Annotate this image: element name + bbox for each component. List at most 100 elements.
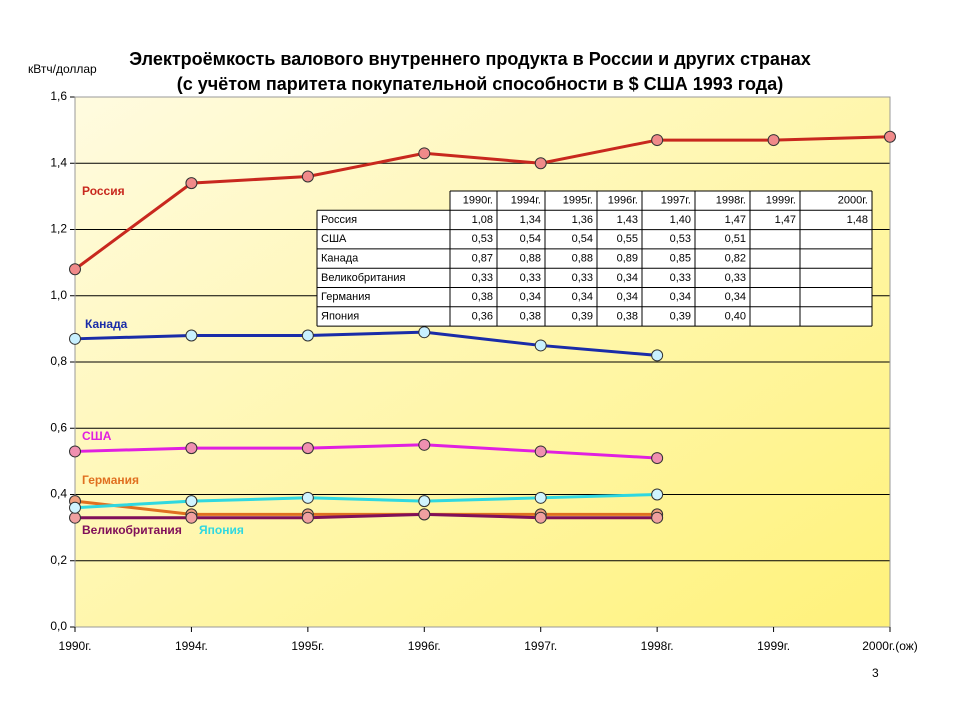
table-cell: 1,08 <box>472 214 493 226</box>
table-row-label: США <box>321 233 347 245</box>
series-line <box>74 443 658 460</box>
y-tick-label: 0,8 <box>50 354 67 368</box>
chart-title: Электроёмкость валового внутреннего прод… <box>129 49 810 69</box>
x-tick-label: 2000г.(ож) <box>862 639 918 653</box>
x-tick-label: 1997г. <box>524 639 557 653</box>
data-point <box>651 511 664 524</box>
data-point <box>301 170 314 183</box>
data-point <box>418 147 431 160</box>
series-line <box>74 499 658 516</box>
table-cell: 0,34 <box>520 291 541 303</box>
series-line <box>74 330 658 357</box>
table-cell: 0,87 <box>472 252 493 264</box>
y-tick-label: 1,0 <box>50 288 67 302</box>
series-label: Россия <box>82 184 125 198</box>
table-cell: 0,55 <box>617 233 638 245</box>
table-header: 1998г. <box>716 195 746 207</box>
table-cell: 1,43 <box>617 214 638 226</box>
data-point <box>185 495 198 508</box>
table-cell: 0,39 <box>670 310 691 322</box>
data-point <box>69 501 81 514</box>
data-point <box>534 511 547 524</box>
table-row-label: Япония <box>321 310 359 322</box>
table-cell: 1,47 <box>775 214 796 226</box>
y-tick-label: 1,2 <box>50 222 67 236</box>
table-cell: 0,33 <box>725 272 746 284</box>
table-cell: 0,40 <box>725 310 746 322</box>
series-label: США <box>82 429 112 443</box>
data-point <box>651 134 664 147</box>
table-cell: 0,82 <box>725 252 746 264</box>
table-cell: 0,51 <box>725 233 746 245</box>
table-header: 1996г. <box>608 195 638 207</box>
data-point <box>651 349 664 362</box>
table-cell: 0,89 <box>617 252 638 264</box>
y-tick-label: 0,2 <box>50 553 67 567</box>
x-tick-label: 1999г. <box>757 639 790 653</box>
table-cell: 1,34 <box>520 214 541 226</box>
table-cell: 1,40 <box>670 214 691 226</box>
data-point <box>301 442 314 455</box>
table-cell: 0,54 <box>572 233 593 245</box>
table-header: 2000г. <box>838 195 868 207</box>
table-bg <box>450 191 872 211</box>
table-cell: 0,34 <box>725 291 746 303</box>
y-tick-label: 1,4 <box>50 155 67 169</box>
data-point <box>884 130 896 143</box>
table-cell: 0,53 <box>472 233 493 245</box>
data-point <box>418 495 431 508</box>
series-label: Канада <box>85 317 128 331</box>
table-header: 1999г. <box>766 195 796 207</box>
y-tick-label: 0,6 <box>50 420 67 434</box>
table-cell: 0,88 <box>572 252 593 264</box>
table-header: 1997г. <box>661 195 691 207</box>
data-point <box>534 157 547 170</box>
data-point <box>418 326 431 339</box>
table-cell: 0,34 <box>670 291 691 303</box>
table-header: 1995г. <box>563 195 593 207</box>
table-cell: 0,33 <box>572 272 593 284</box>
x-tick-label: 1996г. <box>408 639 441 653</box>
table-cell: 0,33 <box>670 272 691 284</box>
table-row-label: Россия <box>321 214 357 226</box>
table-cell: 0,34 <box>617 272 638 284</box>
table-cell: 1,48 <box>847 214 868 226</box>
data-point <box>69 332 81 345</box>
data-point <box>185 177 198 190</box>
data-point <box>69 263 81 276</box>
data-point <box>651 452 664 465</box>
x-tick-label: 1998г. <box>641 639 674 653</box>
x-tick-label: 1990г. <box>59 639 92 653</box>
y-tick-label: 0,0 <box>50 619 67 633</box>
table-cell: 0,54 <box>520 233 541 245</box>
table-cell: 0,85 <box>670 252 691 264</box>
table-cell: 0,53 <box>670 233 691 245</box>
table-cell: 0,34 <box>617 291 638 303</box>
table-cell: 0,88 <box>520 252 541 264</box>
table-header: 1994г. <box>511 195 541 207</box>
data-point <box>185 442 198 455</box>
data-point <box>651 488 664 501</box>
data-point <box>418 438 431 451</box>
data-point <box>534 445 547 458</box>
data-point <box>301 511 314 524</box>
data-point <box>185 511 198 524</box>
x-tick-label: 1995г. <box>291 639 324 653</box>
table-cell: 1,36 <box>572 214 593 226</box>
data-point <box>767 134 780 147</box>
table-cell: 0,36 <box>472 310 493 322</box>
x-tick-label: 1994г. <box>175 639 208 653</box>
table-cell: 0,39 <box>572 310 593 322</box>
table-cell: 0,33 <box>472 272 493 284</box>
table-row-label: Канада <box>321 252 359 264</box>
data-point <box>534 491 547 504</box>
y-axis-label: кВтч/доллар <box>28 62 97 76</box>
table-header: 1990г. <box>463 195 493 207</box>
data-point <box>185 329 198 342</box>
y-tick-label: 1,6 <box>50 89 67 103</box>
page-number: 3 <box>872 666 879 680</box>
series-line <box>74 493 658 510</box>
table-cell: 0,38 <box>617 310 638 322</box>
table-cell: 1,47 <box>725 214 746 226</box>
